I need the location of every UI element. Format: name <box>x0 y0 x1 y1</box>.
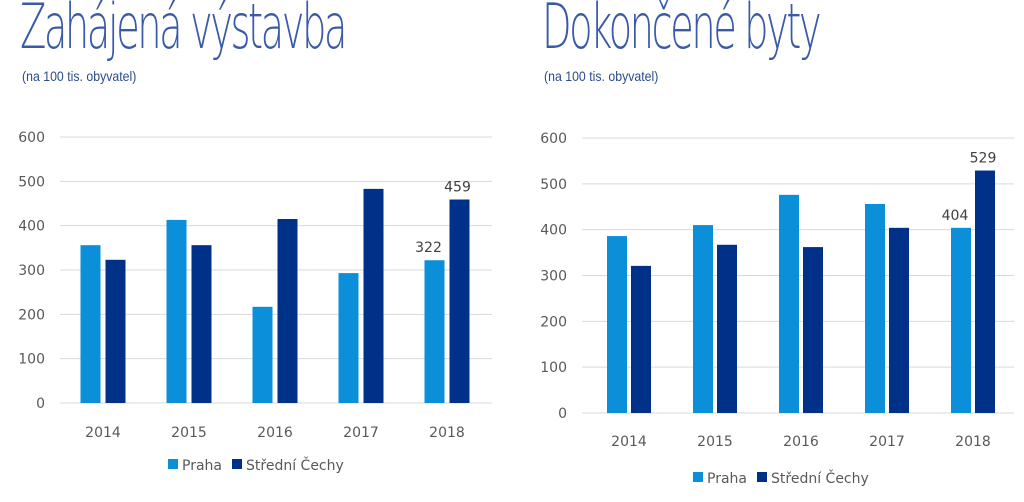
x-tick-label: 2014 <box>85 425 121 441</box>
bar-praha-2014 <box>607 236 627 413</box>
x-tick-label: 2014 <box>611 434 647 450</box>
bar-stredni-cechy-2015 <box>191 245 212 403</box>
y-tick-label: 500 <box>18 174 45 190</box>
y-tick-label: 0 <box>558 406 567 422</box>
y-tick-label: 300 <box>18 263 45 279</box>
legend-label: Střední Čechy <box>246 456 344 474</box>
chart-panel-zahajena-vystavba: Zahájená výstavba (na 100 tis. obyvatel)… <box>18 0 492 474</box>
y-tick-label: 600 <box>540 131 567 147</box>
bar-praha-2015 <box>166 219 187 403</box>
x-tick-label: 2017 <box>869 434 905 450</box>
bar-praha-2018 <box>951 227 971 413</box>
chart-title: Dokončené byty <box>542 0 822 63</box>
x-tick-label: 2015 <box>697 434 733 450</box>
legend-swatch <box>757 472 767 482</box>
y-tick-label: 0 <box>36 396 45 412</box>
legend-swatch <box>232 459 242 469</box>
data-label: 322 <box>415 240 442 256</box>
chart-subtitle: (na 100 tis. obyvatel) <box>544 68 659 84</box>
legend-swatch <box>693 472 703 482</box>
y-tick-label: 500 <box>540 177 567 193</box>
bar-praha-2017 <box>338 273 359 403</box>
x-tick-label: 2018 <box>429 425 465 441</box>
bar-stredni-cechy-2016 <box>803 247 823 413</box>
bar-stredni-cechy-2014 <box>105 259 126 403</box>
bar-chart-dokoncene-byty: 0 100 200 300 400 500 600 2014 2015 2016 2017 2018 4… <box>540 131 1014 487</box>
bar-praha-2017 <box>865 204 885 413</box>
y-tick-label: 100 <box>18 352 45 368</box>
bar-praha-2018 <box>424 260 445 403</box>
bar-stredni-cechy-2015 <box>717 244 737 413</box>
x-tick-label: 2018 <box>955 434 991 450</box>
bar-praha-2016 <box>252 306 273 403</box>
y-tick-label: 400 <box>18 219 45 235</box>
data-label: 529 <box>970 151 997 167</box>
y-tick-label: 100 <box>540 360 567 376</box>
y-tick-label: 400 <box>540 223 567 239</box>
x-tick-label: 2015 <box>171 425 207 441</box>
bar-stredni-cechy-2018 <box>975 170 995 413</box>
bar-stredni-cechy-2018 <box>449 199 470 403</box>
data-label: 404 <box>942 208 969 224</box>
chart-subtitle: (na 100 tis. obyvatel) <box>22 68 137 84</box>
bar-praha-2016 <box>779 194 799 413</box>
legend-label: Střední Čechy <box>771 469 869 487</box>
chart-panel-dokoncene-byty: Dokončené byty (na 100 tis. obyvatel) 0 1… <box>512 0 1024 502</box>
x-tick-label: 2016 <box>257 425 293 441</box>
bar-chart-zahajena-vystavba: 0 100 200 300 400 500 600 2014 2015 2016 2017 2018 3… <box>18 130 492 474</box>
y-tick-label: 200 <box>18 307 45 323</box>
bar-stredni-cechy-2017 <box>363 188 384 403</box>
x-tick-label: 2016 <box>783 434 819 450</box>
bar-praha-2015 <box>693 225 713 413</box>
bar-stredni-cechy-2017 <box>889 227 909 413</box>
legend-label: Praha <box>707 471 747 487</box>
bar-stredni-cechy-2014 <box>631 265 651 413</box>
bar-praha-2014 <box>80 245 101 403</box>
bar-stredni-cechy-2016 <box>277 219 298 403</box>
chart-title: Zahájená výstavba <box>20 0 347 63</box>
y-tick-label: 600 <box>18 130 45 146</box>
legend-swatch <box>168 459 178 469</box>
legend-label: Praha <box>182 458 222 474</box>
y-tick-label: 200 <box>540 314 567 330</box>
x-tick-label: 2017 <box>343 425 379 441</box>
data-label: 459 <box>444 180 471 196</box>
y-tick-label: 300 <box>540 269 567 285</box>
